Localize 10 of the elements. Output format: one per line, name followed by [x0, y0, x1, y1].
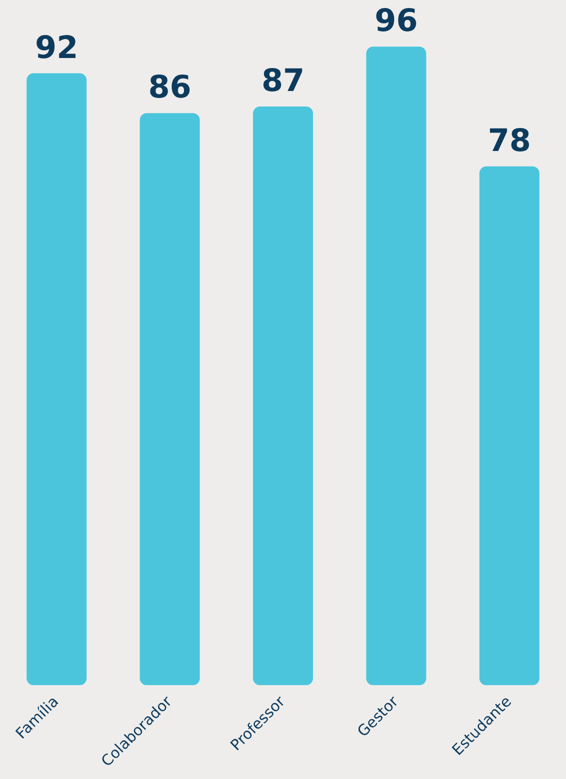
- data-label: 86: [148, 70, 192, 106]
- data-label: 78: [488, 122, 531, 159]
- data-label: 92: [35, 30, 78, 66]
- bar: [140, 113, 200, 686]
- bar: [26, 73, 87, 686]
- data-label: 96: [374, 3, 418, 40]
- bar: [479, 166, 540, 686]
- bar: [366, 46, 426, 686]
- bar: [253, 106, 313, 686]
- data-label: 87: [261, 63, 305, 100]
